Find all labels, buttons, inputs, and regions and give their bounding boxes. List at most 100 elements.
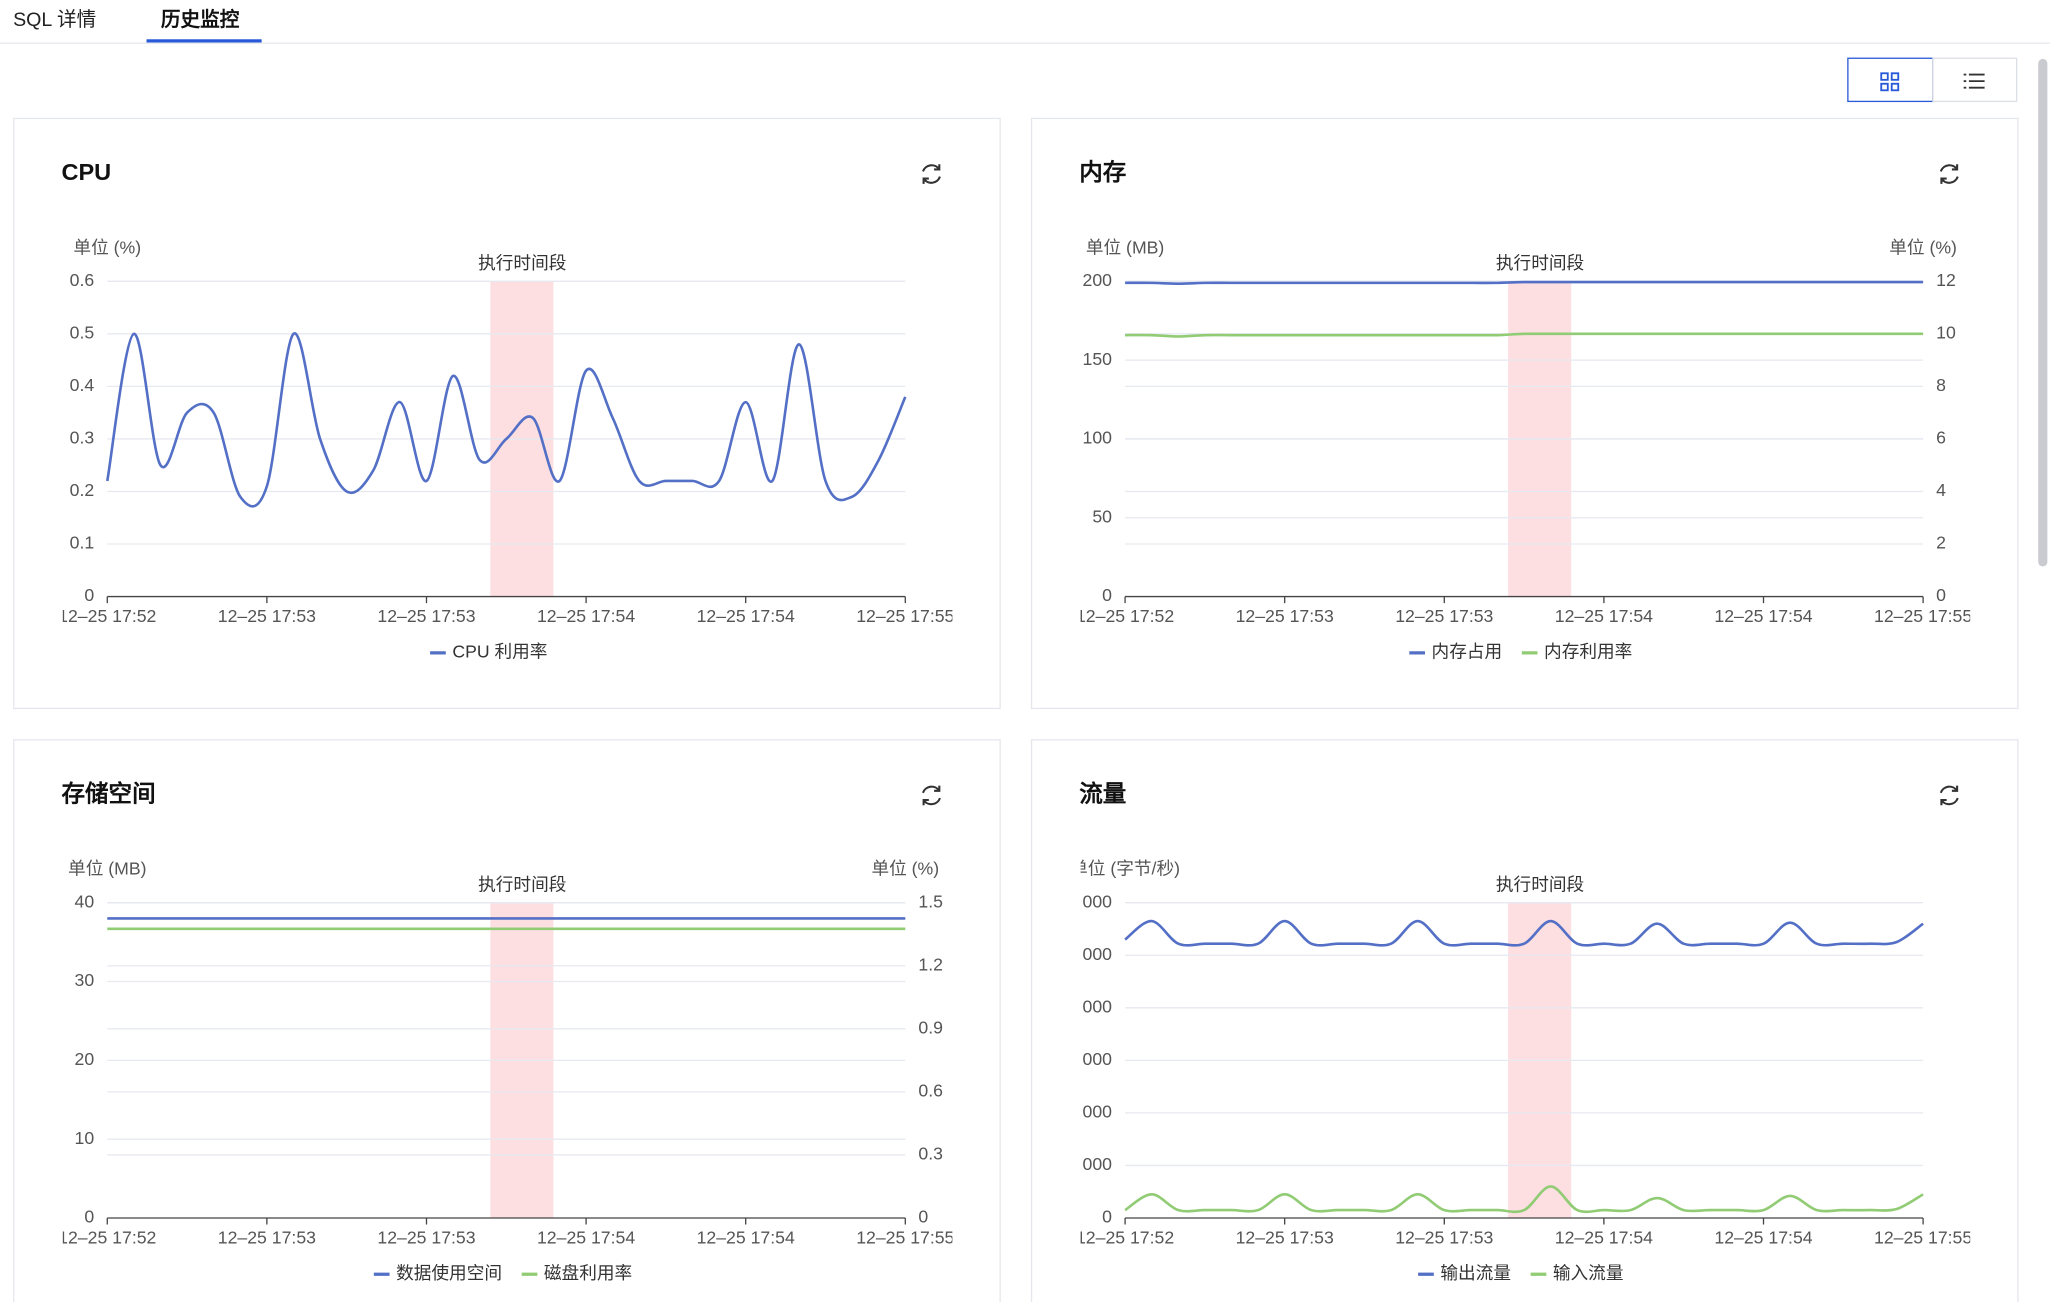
band-label: 执行时间段 <box>1496 253 1584 273</box>
y2-axis-label: 单位 (%) <box>1889 237 1957 257</box>
refresh-icon <box>921 785 941 806</box>
y-tick-label: 000 <box>1083 891 1113 911</box>
y2-tick-label: 0 <box>1936 585 1946 605</box>
legend-label: 输出流量 <box>1440 1263 1511 1283</box>
panel-title: 流量 <box>1079 781 1126 807</box>
refresh-button[interactable] <box>921 164 941 184</box>
y-tick-label: 000 <box>1083 1154 1113 1174</box>
series-line <box>1124 1185 1924 1214</box>
y2-axis-label: 单位 (%) <box>871 859 939 879</box>
x-tick-label: 12–25 17:55 <box>1874 606 1972 626</box>
y2-tick-label: 0.6 <box>918 1081 943 1101</box>
x-tick-label: 12–25 17:53 <box>377 606 475 626</box>
y-tick-label: 0.4 <box>70 375 95 395</box>
y-tick-label: 0.3 <box>70 428 95 448</box>
y-tick-label: 150 <box>1083 349 1113 369</box>
y2-tick-label: 1.2 <box>918 954 943 974</box>
list-icon <box>1963 73 1985 89</box>
y-tick-label: 0.1 <box>70 533 95 553</box>
y-tick-label: 0 <box>84 1207 94 1227</box>
y2-tick-label: 10 <box>1936 323 1956 343</box>
chart: 执行时间段 0 50 100 150 200 0 2 4 6 8 10 12 单位 (MB) 单位 (%) 1… <box>1081 237 1972 662</box>
x-tick-label: 12–25 17:54 <box>537 606 635 626</box>
legend-label: 数据使用空间 <box>396 1263 502 1283</box>
x-tick-label: 12–25 17:53 <box>1236 1228 1334 1248</box>
legend-label: 内存占用 <box>1432 642 1503 662</box>
x-tick-label: 12–25 17:53 <box>1395 606 1493 626</box>
band-label: 执行时间段 <box>478 874 566 894</box>
tab-active[interactable]: 历史监控 <box>161 8 240 31</box>
legend-label: CPU 利用率 <box>452 642 547 662</box>
y2-tick-label: 0.9 <box>918 1017 943 1037</box>
legend-label: 磁盘利用率 <box>544 1263 632 1283</box>
refresh-button[interactable] <box>921 785 941 806</box>
x-tick-label: 12–25 17:55 <box>856 1228 954 1248</box>
panel-title: CPU <box>61 159 111 185</box>
tab[interactable]: SQL 详情 <box>13 9 96 31</box>
band-label: 执行时间段 <box>478 253 566 273</box>
y-tick-label: 0 <box>84 585 94 605</box>
list-view-button[interactable] <box>1932 57 2018 103</box>
y2-tick-label: 8 <box>1936 375 1946 395</box>
y-tick-label: 200 <box>1083 270 1113 290</box>
x-tick-label: 12–25 17:54 <box>1555 606 1653 626</box>
series-line <box>1124 919 1924 947</box>
y-tick-label: 0.2 <box>70 480 95 500</box>
y-tick-label: 000 <box>1083 1049 1113 1069</box>
y-tick-label: 40 <box>75 891 95 911</box>
y-tick-label: 100 <box>1083 428 1113 448</box>
x-tick-label: 12–25 17:53 <box>1236 606 1334 626</box>
y-tick-label: 000 <box>1083 944 1113 964</box>
x-tick-label: 12–25 17:54 <box>1714 1228 1812 1248</box>
x-tick-label: 12–25 17:53 <box>377 1228 475 1248</box>
legend-label: 输入流量 <box>1553 1263 1624 1283</box>
y-tick-label: 20 <box>75 1049 95 1069</box>
x-tick-label: 12–25 17:53 <box>1395 1228 1493 1248</box>
y-tick-label: 000 <box>1083 1102 1113 1122</box>
x-tick-label: 12–25 17:54 <box>1555 1228 1653 1248</box>
x-tick-label: 12–25 17:52 <box>1076 1228 1174 1248</box>
y-tick-label: 0 <box>1102 1207 1112 1227</box>
x-tick-label: 12–25 17:54 <box>537 1228 635 1248</box>
panel-title: 存储空间 <box>61 780 155 807</box>
y-tick-label: 50 <box>1092 506 1112 526</box>
panel-title: 内存 <box>1079 159 1126 185</box>
refresh-button[interactable] <box>1939 164 1959 184</box>
y2-tick-label: 2 <box>1936 533 1946 553</box>
y-tick-label: 30 <box>75 970 95 990</box>
series-line <box>105 332 907 508</box>
y-axis-label: 单位 (%) <box>73 237 141 257</box>
y-tick-label: 0.6 <box>70 270 95 290</box>
y-axis-label: 单位 (字节/秒) <box>1070 859 1180 879</box>
scrollbar[interactable] <box>2038 58 2048 567</box>
x-tick-label: 12–25 17:53 <box>218 1228 316 1248</box>
grid-icon <box>1880 72 1900 92</box>
x-tick-label: 12–25 17:54 <box>1714 606 1812 626</box>
y2-tick-label: 4 <box>1936 480 1946 500</box>
y-tick-label: 0 <box>1102 585 1112 605</box>
y2-tick-label: 1.5 <box>918 891 943 911</box>
refresh-icon <box>1939 785 1959 806</box>
x-tick-label: 12–25 17:55 <box>1874 1228 1972 1248</box>
x-tick-label: 12–25 17:54 <box>697 1228 795 1248</box>
refresh-icon <box>921 164 941 184</box>
y-axis-label: 单位 (MB) <box>1086 237 1164 257</box>
series-line <box>1125 280 1924 285</box>
chart: 执行时间段 0 0.1 0.2 0.3 0.4 0.5 0.6 单位 (%) 12–25 17:5… <box>63 237 954 662</box>
refresh-icon <box>1939 164 1959 184</box>
x-tick-label: 12–25 17:55 <box>856 606 954 626</box>
refresh-button[interactable] <box>1939 785 1959 806</box>
tab-underline <box>146 39 262 43</box>
legend-label: 内存利用率 <box>1544 642 1632 662</box>
y-tick-label: 0.5 <box>70 323 95 343</box>
y2-tick-label: 0.3 <box>918 1144 943 1164</box>
y-tick-label: 000 <box>1083 996 1113 1016</box>
x-tick-label: 12–25 17:52 <box>58 1228 156 1248</box>
series-line <box>1125 332 1924 338</box>
x-tick-label: 12–25 17:53 <box>218 606 316 626</box>
grid-view-button[interactable] <box>1847 57 1934 103</box>
chart: 执行时间段 0 10 20 30 40 0 0.3 0.6 0.9 1.2 1.5 单位 (MB) 单位 … <box>58 859 954 1283</box>
